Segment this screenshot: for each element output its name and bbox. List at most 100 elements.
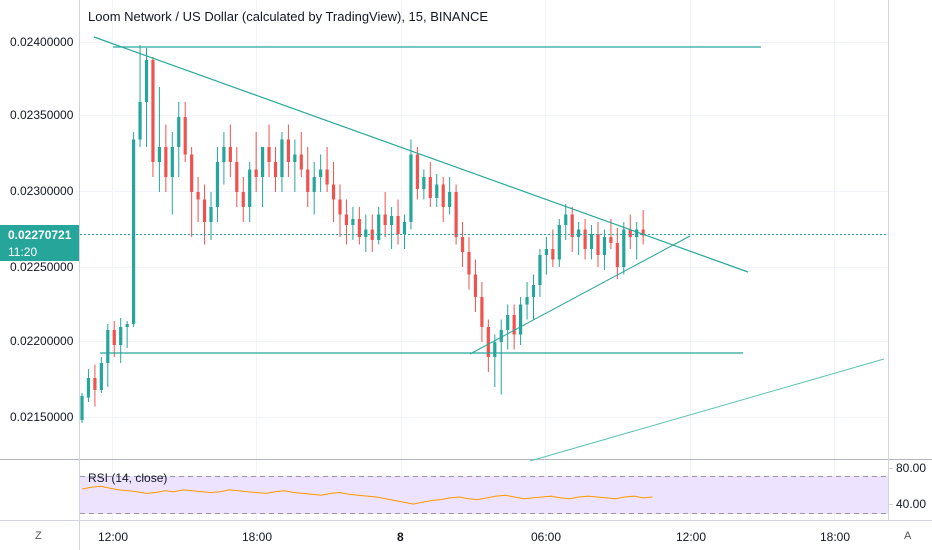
- descending-trendline[interactable]: [93, 36, 749, 273]
- lower-trendline[interactable]: [529, 358, 885, 462]
- candle-body[interactable]: [144, 60, 149, 102]
- candle-body[interactable]: [209, 207, 213, 222]
- price-axis[interactable]: 0.02400000 0.02350000 0.02300000 0.02250…: [10, 35, 74, 424]
- candle-body[interactable]: [306, 169, 310, 193]
- candle-body[interactable]: [228, 147, 232, 162]
- drawings[interactable]: [93, 36, 885, 462]
- candle-body[interactable]: [331, 184, 336, 200]
- candle-body[interactable]: [454, 192, 458, 237]
- candle-body[interactable]: [383, 214, 387, 226]
- ascending-trendline[interactable]: [469, 235, 691, 355]
- candle-body[interactable]: [551, 249, 555, 260]
- candle-body[interactable]: [138, 102, 142, 140]
- candle-body[interactable]: [377, 214, 381, 241]
- candle-body[interactable]: [564, 214, 568, 226]
- candle-body[interactable]: [177, 117, 181, 147]
- candle-body[interactable]: [338, 199, 342, 215]
- candle-body[interactable]: [486, 327, 490, 357]
- candle-body[interactable]: [357, 219, 361, 237]
- candle-body[interactable]: [499, 330, 503, 342]
- candle-body[interactable]: [196, 192, 200, 200]
- candle-body[interactable]: [402, 222, 407, 234]
- candle-body[interactable]: [538, 255, 542, 285]
- candle-body[interactable]: [280, 139, 284, 178]
- candle-body[interactable]: [493, 342, 497, 357]
- candle-body[interactable]: [132, 139, 136, 325]
- candle-body[interactable]: [119, 327, 123, 345]
- zoom-button[interactable]: Z: [30, 526, 48, 544]
- candle-body[interactable]: [170, 147, 174, 177]
- candle-body[interactable]: [609, 237, 613, 243]
- candle-body[interactable]: [512, 315, 516, 335]
- candle-body[interactable]: [570, 214, 574, 238]
- auto-scale-button[interactable]: A: [899, 526, 917, 544]
- candle-body[interactable]: [435, 184, 439, 199]
- candle-body[interactable]: [299, 154, 303, 170]
- candle-body[interactable]: [415, 154, 419, 190]
- time-axis[interactable]: 12:00 18:00 8 06:00 12:00 18:00: [98, 530, 850, 544]
- candle-body[interactable]: [409, 154, 413, 223]
- candle-body[interactable]: [480, 297, 484, 327]
- candle-body[interactable]: [190, 154, 194, 193]
- candle-body[interactable]: [467, 252, 471, 275]
- candle-body[interactable]: [312, 177, 316, 192]
- candle-body[interactable]: [183, 117, 187, 155]
- candle-body[interactable]: [235, 162, 239, 192]
- candle-body[interactable]: [396, 216, 400, 234]
- candle-body[interactable]: [615, 243, 619, 267]
- candle-body[interactable]: [525, 297, 529, 305]
- candle-body[interactable]: [99, 363, 103, 390]
- candle-body[interactable]: [344, 214, 349, 226]
- candle-body[interactable]: [267, 147, 271, 162]
- candle-body[interactable]: [641, 229, 645, 236]
- candle-body[interactable]: [241, 192, 245, 207]
- rsi-line[interactable]: [81, 485, 653, 505]
- candle-body[interactable]: [635, 229, 639, 238]
- candle-body[interactable]: [273, 162, 278, 177]
- candle-body[interactable]: [125, 324, 129, 327]
- candle-body[interactable]: [577, 229, 581, 238]
- candle-body[interactable]: [622, 229, 626, 268]
- candle-body[interactable]: [164, 147, 168, 177]
- candle-body[interactable]: [248, 169, 252, 208]
- candle-body[interactable]: [151, 60, 155, 162]
- candle-body[interactable]: [80, 396, 84, 420]
- candle-body[interactable]: [293, 154, 297, 163]
- candle-body[interactable]: [202, 199, 207, 223]
- candle-body[interactable]: [557, 225, 561, 260]
- candle-body[interactable]: [519, 304, 523, 335]
- candle-body[interactable]: [628, 229, 632, 238]
- zoom-button-bg[interactable]: [30, 526, 48, 544]
- candle-body[interactable]: [351, 219, 355, 225]
- candle-body[interactable]: [544, 249, 548, 255]
- candle-body[interactable]: [157, 147, 161, 162]
- rsi-axis[interactable]: 80.00 40.00: [888, 461, 926, 511]
- candle-body[interactable]: [106, 330, 110, 363]
- auto-scale-button-bg[interactable]: [899, 526, 917, 544]
- candle-body[interactable]: [325, 169, 329, 185]
- candle-body[interactable]: [602, 237, 607, 255]
- candle-body[interactable]: [460, 237, 465, 252]
- candle-body[interactable]: [319, 169, 323, 178]
- candle-body[interactable]: [473, 274, 478, 298]
- candle-body[interactable]: [86, 378, 91, 398]
- candle-body[interactable]: [441, 184, 445, 208]
- candle-body[interactable]: [428, 177, 432, 198]
- candles[interactable]: [80, 45, 645, 423]
- candle-body[interactable]: [596, 234, 600, 255]
- candle-body[interactable]: [222, 147, 226, 162]
- candle-body[interactable]: [286, 139, 290, 163]
- candle-body[interactable]: [112, 330, 116, 345]
- candle-body[interactable]: [364, 229, 368, 238]
- candle-body[interactable]: [261, 147, 265, 177]
- candle-body[interactable]: [422, 177, 426, 189]
- candle-body[interactable]: [215, 162, 220, 207]
- candle-body[interactable]: [531, 285, 536, 297]
- candle-body[interactable]: [583, 229, 587, 250]
- candle-body[interactable]: [254, 169, 258, 178]
- candle-body[interactable]: [448, 192, 452, 207]
- candle-body[interactable]: [589, 234, 594, 249]
- candle-body[interactable]: [390, 216, 394, 225]
- candle-body[interactable]: [506, 315, 510, 330]
